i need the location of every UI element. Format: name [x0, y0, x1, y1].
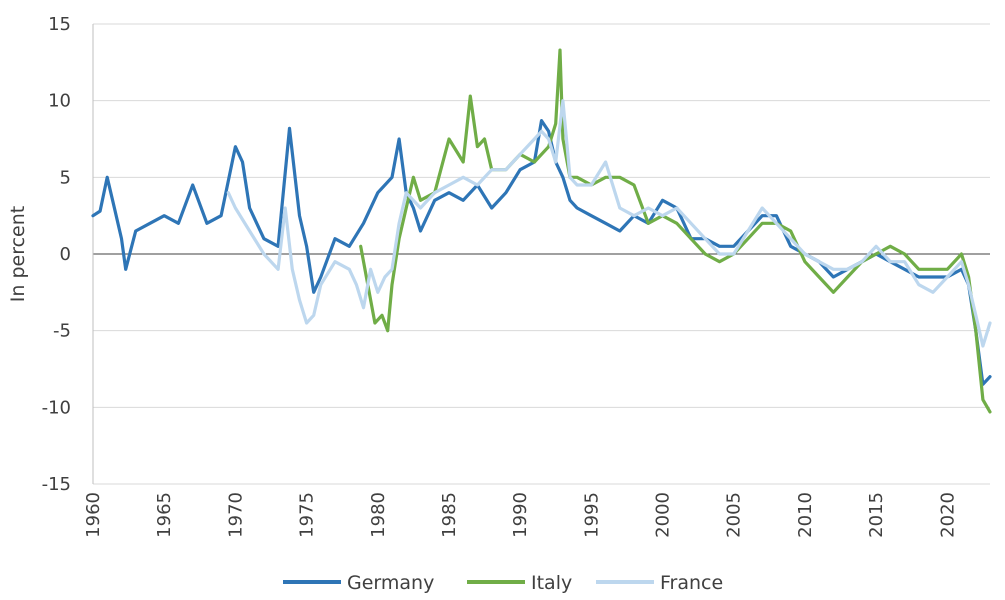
- x-tick-label: 1990: [510, 492, 531, 538]
- x-tick-label: 2000: [653, 492, 674, 538]
- series-lines: [91, 48, 992, 414]
- x-tick-label: 2020: [937, 492, 958, 538]
- y-tick-label: 5: [60, 167, 71, 188]
- x-tick-label: 1995: [581, 492, 602, 538]
- x-tick-label: 1965: [154, 492, 175, 538]
- x-tick-label: 2010: [795, 492, 816, 538]
- legend-label-germany: Germany: [347, 572, 434, 594]
- x-tick-label: 1960: [83, 492, 104, 538]
- y-tick-label: -15: [42, 474, 71, 495]
- y-tick-label: 15: [48, 14, 71, 35]
- x-tick-label: 2005: [724, 492, 745, 538]
- y-tick-label: -5: [53, 321, 71, 342]
- axes: 15 10 5 0 -5 -10 -15 1960 1965 1970 1975 1980 1985 19…: [42, 14, 959, 538]
- series-line-germany: [91, 119, 992, 386]
- series-line-france: [226, 99, 992, 348]
- y-tick-label: 0: [60, 244, 71, 265]
- gridlines: [93, 23, 990, 485]
- x-tick-label: 1970: [225, 492, 246, 538]
- x-tick-label: 1980: [368, 492, 389, 538]
- y-axis-title: In percent: [7, 206, 29, 302]
- y-tick-label: -10: [42, 397, 71, 418]
- x-tick-label: 1985: [439, 492, 460, 538]
- x-tick-label: 2015: [866, 492, 887, 538]
- x-tick-label: 1975: [297, 492, 318, 538]
- legend-label-italy: Italy: [531, 572, 572, 594]
- y-tick-label: 10: [48, 91, 71, 112]
- series-line-italy: [359, 48, 992, 414]
- legend: Germany Italy France: [283, 572, 723, 594]
- legend-label-france: France: [660, 572, 723, 594]
